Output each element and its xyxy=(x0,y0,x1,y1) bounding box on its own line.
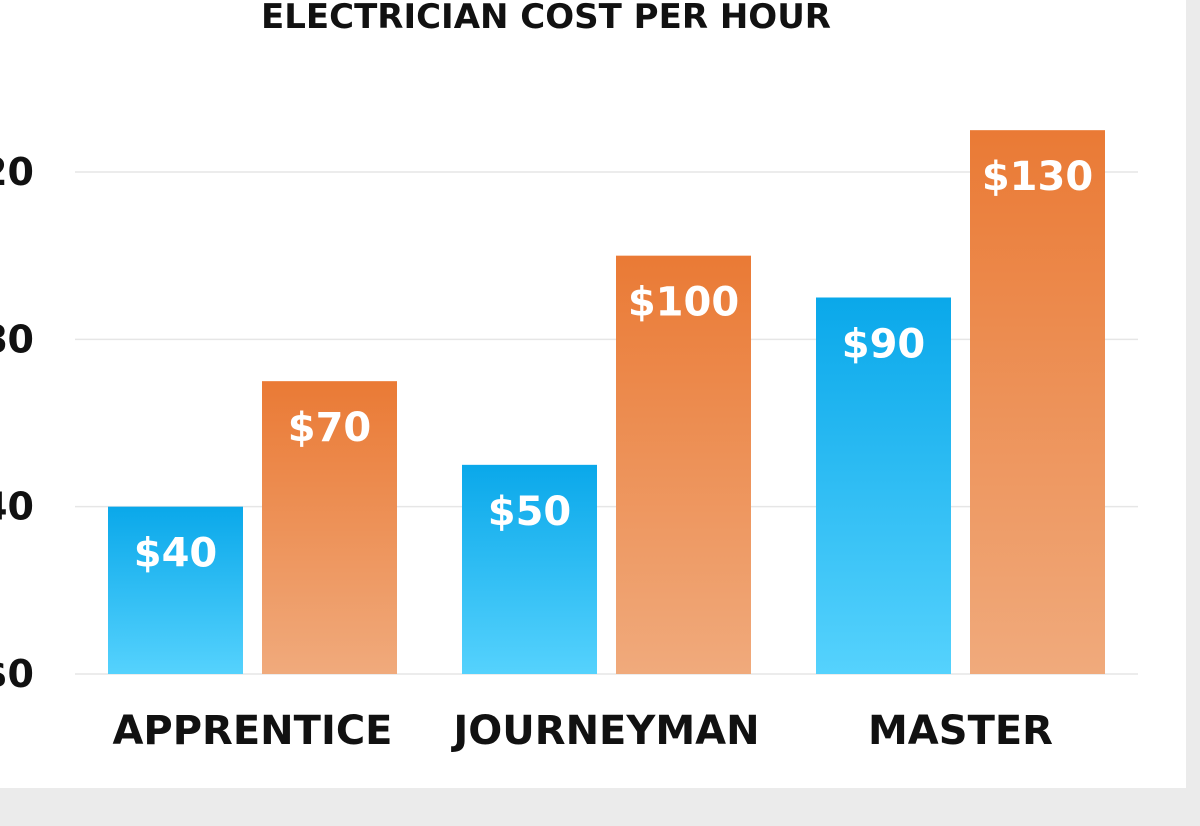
bottom-band xyxy=(0,788,1200,826)
x-tick-labels: APPRENTICE JOURNEYMAN MASTER xyxy=(112,708,1053,754)
bar-series-0-master xyxy=(816,297,951,674)
gridlines xyxy=(75,171,1138,675)
y-tick-label-3: $120 xyxy=(0,150,34,194)
x-tick-label-master: MASTER xyxy=(868,708,1053,754)
bar-series-1-master xyxy=(970,130,1105,674)
bar-value-label-series-1-master: $130 xyxy=(982,154,1093,200)
bar-series-1-apprentice xyxy=(262,381,397,674)
bars xyxy=(108,130,1105,674)
y-tick-labels: $0 $40 $80 $120 xyxy=(0,150,34,696)
x-tick-label-journeyman: JOURNEYMAN xyxy=(450,708,759,754)
right-edge-band xyxy=(1186,0,1200,788)
x-tick-label-apprentice: APPRENTICE xyxy=(112,708,392,754)
bar-value-labels: $40 $50 $90 $70 $100 $130 xyxy=(134,154,1093,577)
bar-value-label-series-0-journeyman: $50 xyxy=(488,489,572,535)
bar-series-0-journeyman xyxy=(462,464,597,674)
bar-series-1-journeyman xyxy=(616,255,751,674)
chart-title: ELECTRICIAN COST PER HOUR xyxy=(261,0,831,37)
y-tick-label-2: $80 xyxy=(0,317,34,361)
bar-value-label-series-1-journeyman: $100 xyxy=(628,280,739,326)
y-tick-label-0: $0 xyxy=(0,652,34,696)
bar-value-label-series-0-apprentice: $40 xyxy=(134,531,218,577)
y-tick-label-1: $40 xyxy=(0,485,34,529)
bar-series-0-apprentice xyxy=(108,506,243,674)
bar-value-label-series-1-apprentice: $70 xyxy=(288,405,372,451)
bar-value-label-series-0-master: $90 xyxy=(842,322,926,368)
